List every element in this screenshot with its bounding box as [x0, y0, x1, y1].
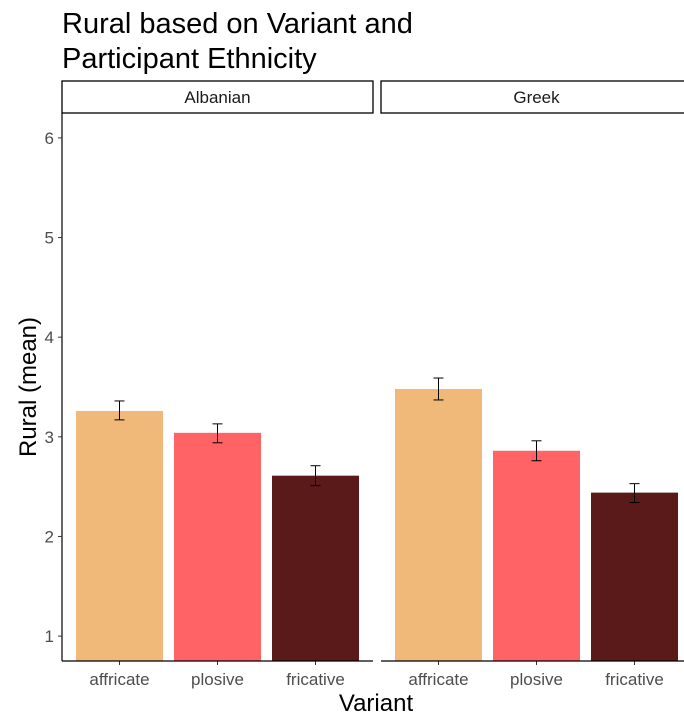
facet-strip [380, 80, 684, 114]
y-tick-label: 5 [45, 229, 54, 248]
error-bar [212, 423, 223, 444]
error-bar [433, 377, 444, 401]
y-tick-label: 4 [45, 328, 54, 347]
y-axis-title: Rural (mean) [15, 317, 42, 457]
y-tick-label: 3 [45, 428, 54, 447]
panel-greek: Greek affricate plosive fricative [380, 80, 684, 689]
x-tick-label: plosive [510, 670, 563, 689]
bar-albanian-fricative [272, 475, 359, 661]
x-tick-label: plosive [191, 670, 244, 689]
chart-title: Rural based on Variant and Participant Et… [62, 8, 413, 75]
facet-strip-label: Albanian [184, 88, 250, 107]
panel-albanian: Albanian affricate plosive fricative [61, 80, 374, 689]
bar-greek-plosive [493, 450, 580, 661]
error-bar [114, 400, 125, 421]
x-axis-title: Variant [339, 690, 414, 717]
bar-greek-fricative [591, 492, 678, 661]
y-axis: 1 2 3 4 5 6 [45, 113, 63, 661]
facet-strip [61, 80, 374, 114]
error-bar [629, 483, 640, 504]
panels: Albanian affricate plosive fricative Greek af… [61, 80, 684, 689]
chart-title-line: Rural based on Variant and [62, 8, 413, 40]
error-bar [531, 440, 542, 462]
y-tick-label: 1 [45, 627, 54, 646]
bar-greek-affricate [395, 388, 482, 661]
x-tick-label: fricative [605, 670, 664, 689]
error-bar [310, 465, 321, 487]
y-tick-label: 6 [45, 129, 54, 148]
chart-title-line: Participant Ethnicity [62, 43, 317, 75]
bar-albanian-affricate [76, 410, 163, 661]
y-tick-label: 2 [45, 527, 54, 546]
facet-strip-label: Greek [513, 88, 560, 107]
x-tick-label: fricative [286, 670, 345, 689]
bar-albanian-plosive [174, 432, 261, 661]
x-tick-label: affricate [89, 670, 149, 689]
x-tick-label: affricate [408, 670, 468, 689]
